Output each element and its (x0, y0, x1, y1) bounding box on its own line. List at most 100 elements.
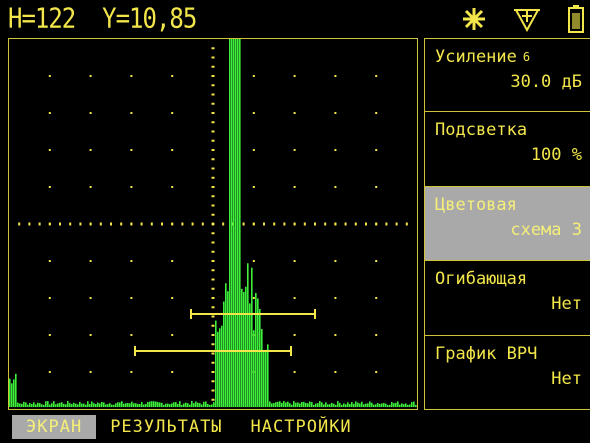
grid-dot (89, 334, 92, 336)
grid-dot (293, 371, 296, 373)
axis-dot (395, 222, 398, 226)
trace-bar (311, 402, 313, 407)
axis-dot (211, 139, 215, 142)
trace-bar (131, 401, 133, 407)
trace-bar (341, 404, 343, 407)
sidebar-item-color-scheme[interactable]: Цветовая схема 3 (424, 186, 590, 262)
axis-dot (273, 222, 276, 226)
trace-bar (23, 401, 25, 407)
axis-dot (211, 361, 215, 364)
trace-bar (375, 404, 377, 407)
grid-dot (48, 260, 51, 262)
grid-dot (334, 149, 337, 151)
sidebar-item-envelope[interactable]: Огибающая Нет (424, 261, 590, 336)
trace-bar (121, 401, 123, 407)
axis-dot (211, 121, 215, 124)
grid-dot (375, 186, 378, 188)
trace-bar (327, 404, 329, 407)
trace-bar (239, 39, 241, 407)
trace-bar (317, 403, 319, 407)
grid-dot (375, 149, 378, 151)
trace-bar (383, 402, 385, 407)
sidebar-item-tvg-curve[interactable]: График ВРЧ Нет (424, 335, 590, 410)
axis-dot (211, 380, 215, 383)
axis-dot (211, 371, 215, 373)
trace-bar (307, 403, 309, 407)
sidebar-item-gain[interactable]: Усиление 6 30.0 дБ (424, 38, 590, 113)
trace-bar (293, 401, 295, 407)
trace-bar (249, 303, 251, 407)
trace-bar (225, 283, 227, 407)
trace-bar (159, 402, 161, 407)
axis-dot (211, 213, 215, 216)
grid-dot (252, 260, 255, 262)
axis-dot (211, 149, 215, 151)
trace-bar (337, 401, 339, 407)
axis-dot (375, 222, 378, 226)
trace-bar (233, 39, 235, 407)
trace-bar (61, 402, 63, 407)
axis-dot (211, 176, 215, 179)
trace-bar (379, 403, 381, 407)
grid-dot (130, 260, 133, 262)
axis-dot (211, 84, 215, 87)
axis-dot (222, 222, 225, 226)
grid-dot (171, 149, 174, 151)
trace-bar (367, 403, 369, 407)
axis-dot (211, 324, 215, 327)
trace-bar (283, 401, 285, 407)
sun-icon (463, 8, 485, 30)
trace-bar (103, 402, 105, 407)
trace-bar (289, 403, 291, 407)
trace-bar (279, 401, 281, 407)
grid-dot (334, 297, 337, 299)
sidebar-item-backlight[interactable]: Подсветка 100 % (424, 112, 590, 187)
trace-bar (369, 401, 371, 407)
grid-dot (334, 334, 337, 336)
trace-bar (187, 403, 189, 407)
grid-dot (334, 371, 337, 373)
trace-bar (109, 403, 111, 407)
axis-dot (211, 260, 215, 262)
grid-dot (89, 75, 92, 77)
trace-bar (237, 39, 239, 407)
grid-dot (375, 260, 378, 262)
trace-bar (223, 301, 225, 407)
trace-bar (173, 402, 175, 407)
axis-dot (211, 75, 215, 77)
trace-bar (333, 403, 335, 407)
axis-dot (59, 222, 61, 226)
trace-bar (135, 403, 137, 407)
trace-bar (387, 404, 389, 407)
trace-bar (345, 404, 347, 407)
grid-dot (130, 334, 133, 336)
grid-dot (293, 260, 296, 262)
trace-bar (411, 402, 413, 407)
grid-dot (334, 112, 337, 114)
grid-dot (293, 297, 296, 299)
oscilloscope-display[interactable] (8, 38, 418, 410)
trace-bar (299, 403, 301, 407)
grid-dot (171, 297, 174, 299)
axis-dot (181, 222, 184, 226)
trace-bar (157, 402, 159, 407)
trace-bar (397, 401, 399, 407)
trace-bar (101, 401, 103, 407)
axis-dot (344, 222, 347, 226)
axis-dot (211, 204, 215, 207)
tab-settings[interactable]: НАСТРОЙКИ (250, 417, 352, 437)
trace-bar (97, 402, 99, 407)
trace-bar (251, 267, 253, 407)
trace-bar (277, 401, 279, 407)
tab-results[interactable]: РЕЗУЛЬТАТЫ (110, 417, 223, 437)
grid-dot (171, 75, 174, 77)
trace-bar (183, 403, 185, 407)
sidebar-item-label: График ВРЧ (435, 343, 538, 364)
trace-bar (13, 379, 15, 407)
tab-screen[interactable]: ЭКРАН (12, 415, 97, 439)
trace-bar (41, 404, 43, 407)
trace-bar (305, 402, 307, 407)
trace-bar (271, 403, 273, 407)
trace-bar (227, 291, 229, 407)
grid-dot (334, 186, 337, 188)
